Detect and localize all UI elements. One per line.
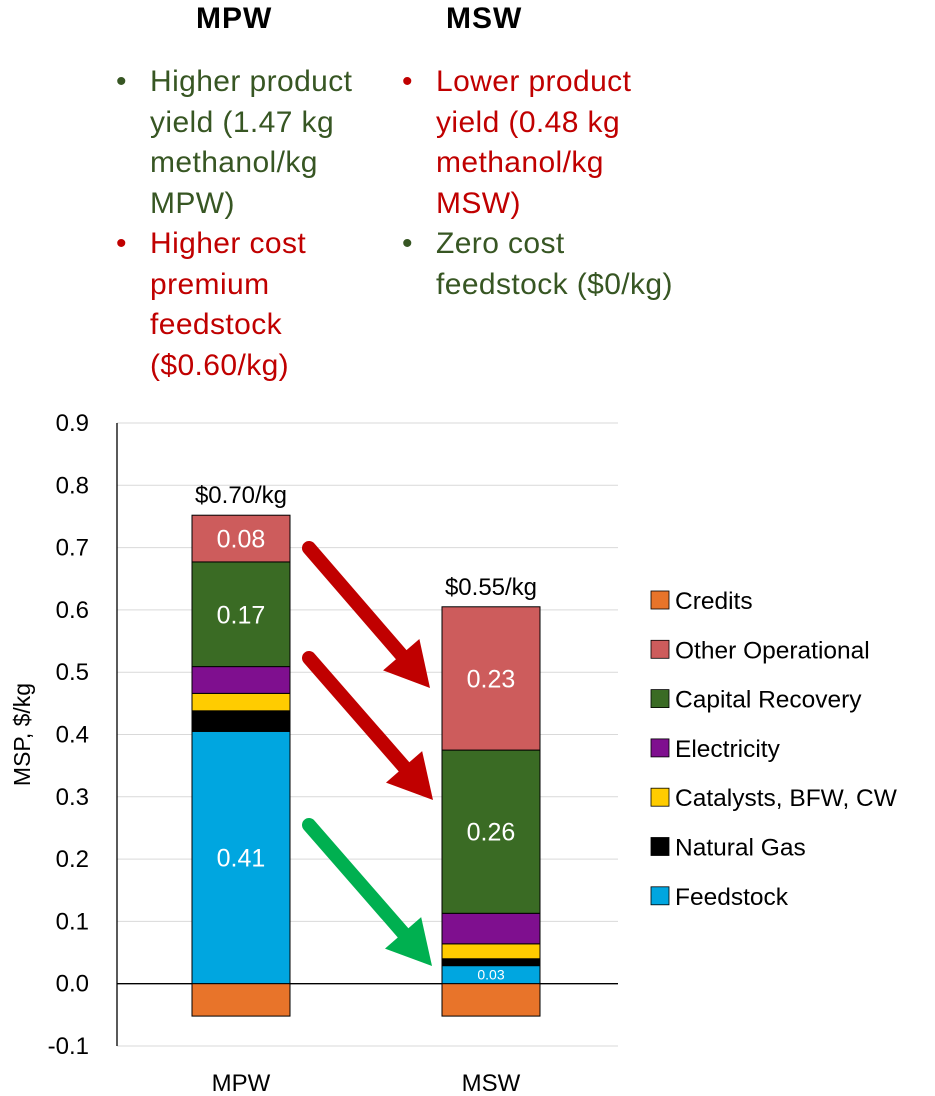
- segment-value-label: 0.23: [467, 665, 516, 693]
- legend-label: Natural Gas: [675, 835, 806, 862]
- y-tick-label: 0.8: [56, 472, 89, 499]
- legend-label: Credits: [675, 588, 753, 615]
- bar-segment-credits: [441, 983, 541, 1017]
- bullet-icon: •: [402, 227, 413, 260]
- bar-segment-other-operational: [191, 514, 291, 563]
- legend-label: Other Operational: [675, 637, 870, 664]
- y-tick-label: 0.4: [56, 722, 89, 749]
- note-text: Higher product yield (1.47 kg methanol/k…: [150, 65, 353, 220]
- msw-notes: • Lower product yield (0.48 kg methanol/…: [402, 62, 692, 305]
- note-item: • Lower product yield (0.48 kg methanol/…: [402, 62, 692, 224]
- bar-segment-credits: [191, 983, 291, 1017]
- legend-label: Capital Recovery: [675, 687, 862, 714]
- segment-value-label: 0.03: [477, 967, 504, 983]
- bar-segment-natural-gas: [191, 710, 291, 732]
- bullet-icon: •: [402, 65, 413, 98]
- arrow-head: [383, 639, 430, 688]
- bar-segment-other-operational: [441, 606, 541, 751]
- bar-segment-electricity: [191, 666, 291, 694]
- arrow-shaft: [302, 818, 411, 940]
- bar-segment-catalysts-bfw-cw: [191, 692, 291, 712]
- legend-label: Feedstock: [675, 884, 789, 911]
- column-title-msw: MSW: [446, 2, 523, 35]
- segment-value-label: 0.17: [217, 601, 266, 629]
- note-text: Higher cost premium feedstock ($0.60/kg): [150, 227, 307, 382]
- legend-swatch: [650, 787, 670, 807]
- legend-swatch: [650, 590, 670, 610]
- y-tick-label: 0.2: [56, 846, 89, 873]
- note-text: Zero cost feedstock ($0/kg): [436, 227, 673, 301]
- legend-swatch: [650, 738, 670, 758]
- arrow-head: [384, 917, 432, 966]
- y-tick-label: 0.0: [56, 971, 89, 998]
- total-label: $0.70/kg: [195, 482, 287, 509]
- segment-value-label: 0.26: [467, 819, 516, 847]
- x-category-label: MSW: [462, 1070, 521, 1096]
- y-axis-title: MSP, $/kg: [9, 683, 35, 786]
- bullet-icon: •: [116, 227, 127, 260]
- segment-value-label: 0.08: [217, 526, 266, 554]
- mpw-notes: • Higher product yield (1.47 kg methanol…: [116, 62, 406, 386]
- total-label: $0.55/kg: [445, 574, 537, 601]
- bar-segment-capital-recovery: [441, 749, 541, 914]
- bar-segment-natural-gas: [441, 958, 541, 967]
- arrow-shaft: [302, 541, 409, 662]
- note-item: • Zero cost feedstock ($0/kg): [402, 224, 692, 305]
- y-tick-label: -0.1: [48, 1033, 89, 1060]
- y-tick-label: 0.9: [56, 410, 89, 437]
- note-text: Lower product yield (0.48 kg methanol/kg…: [436, 65, 632, 220]
- arrow-head: [385, 751, 433, 800]
- x-category-label: MPW: [212, 1070, 271, 1096]
- legend-swatch: [650, 837, 670, 856]
- note-item: • Higher product yield (1.47 kg methanol…: [116, 62, 406, 224]
- y-tick-label: 0.3: [56, 784, 89, 811]
- bar-segment-electricity: [441, 912, 541, 945]
- bar-segment-catalysts-bfw-cw: [441, 943, 541, 960]
- bar-segment-feedstock: [191, 730, 291, 985]
- legend-swatch: [650, 639, 670, 659]
- y-tick-label: 0.6: [56, 597, 89, 624]
- legend-swatch: [650, 886, 670, 906]
- y-tick-label: 0.5: [56, 659, 89, 686]
- legend-swatch: [650, 689, 670, 708]
- note-item: • Higher cost premium feedstock ($0.60/k…: [116, 224, 406, 386]
- legend-label: Electricity: [675, 736, 781, 763]
- segment-value-label: 0.41: [217, 845, 266, 873]
- y-tick-label: 0.1: [56, 908, 89, 935]
- column-title-mpw: MPW: [196, 2, 273, 35]
- bullet-icon: •: [116, 65, 127, 98]
- legend-label: Catalysts, BFW, CW: [675, 785, 898, 812]
- arrow-shaft: [302, 651, 412, 774]
- bar-segment-capital-recovery: [191, 561, 291, 668]
- y-tick-label: 0.7: [56, 535, 89, 562]
